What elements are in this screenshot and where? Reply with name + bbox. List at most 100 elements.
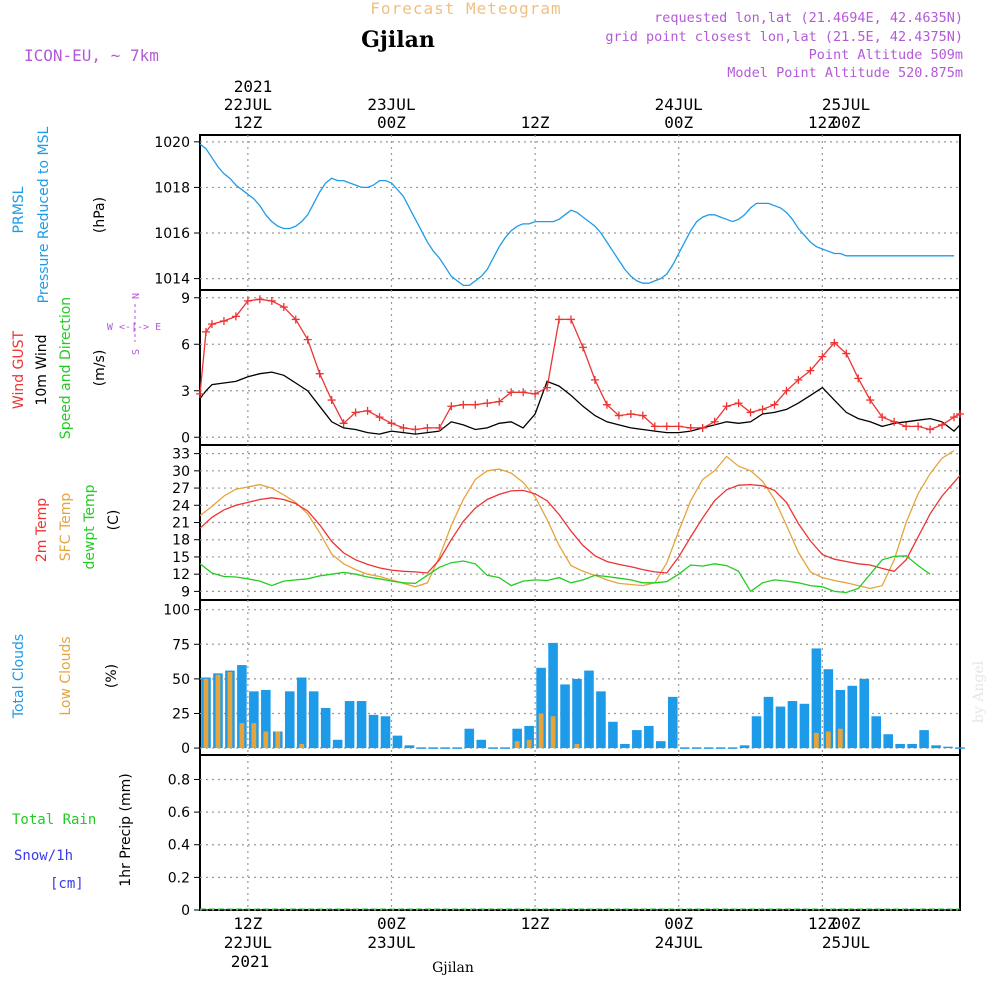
top-year: 2021 [234, 77, 273, 96]
wind-gust-marker [219, 317, 228, 325]
model-label: ICON-EU, ~ 7km [24, 46, 159, 65]
total-cloud-bar [739, 745, 750, 749]
wind-gust-marker [626, 410, 635, 418]
precip-tick-label: 0.2 [168, 870, 190, 886]
top-hour-label: 12Z [808, 113, 837, 132]
total-cloud-bar [249, 691, 259, 749]
bottom-hour-label: 12Z [521, 914, 550, 933]
wind-gust-marker [650, 422, 659, 431]
pressure-tick-label: 1014 [154, 272, 190, 288]
wind-gust-marker [710, 417, 719, 426]
total-cloud-bar [344, 701, 355, 749]
wind-tick-label: 0 [181, 430, 190, 446]
wind-gust-marker [267, 296, 276, 305]
wind-gust-marker [507, 388, 516, 397]
wind-gust-marker [339, 419, 348, 428]
wind-gust-marker [423, 423, 432, 432]
temp-unit: (C) [106, 510, 122, 531]
gridpoint-coords: grid point closest lon,lat (21.5E, 42.43… [605, 29, 963, 45]
clouds-tick-label: 100 [163, 603, 190, 619]
total-cloud-bar [763, 696, 774, 749]
wind-gust-marker [243, 296, 252, 305]
total-cloud-bar [320, 707, 331, 749]
wind-gust-marker [207, 320, 216, 329]
precip-tick-label: 0.6 [168, 805, 190, 821]
bottom-year: 2021 [231, 952, 270, 971]
precip-rain-label: Total Rain [12, 812, 96, 828]
pressure-panel-frame [199, 134, 961, 291]
pressure-tick-label: 1018 [154, 180, 190, 196]
wind-gust-marker [842, 349, 851, 358]
total-cloud-bar [847, 685, 858, 749]
watermark: by Angel [971, 660, 987, 723]
wind-gust-marker [447, 402, 456, 411]
clouds-low-label: Low Clouds [58, 636, 74, 715]
total-cloud-bar [368, 714, 379, 749]
total-cloud-bar [308, 691, 319, 749]
wind-panel-frame [199, 289, 961, 446]
total-cloud-bar [907, 743, 917, 749]
wind-gust-marker [578, 343, 587, 352]
wind-gust-marker [902, 422, 911, 431]
total-cloud-bar [464, 728, 475, 749]
wind-gust-marker [196, 389, 204, 398]
clouds-tick-label: 0 [181, 741, 190, 757]
wind-gust-marker [327, 396, 336, 405]
low-cloud-bar [538, 713, 544, 749]
wind-unit: (m/s) [92, 350, 108, 387]
low-cloud-bar [215, 674, 221, 749]
top-hour-label: 12Z [521, 113, 550, 132]
wind-gust-marker [866, 396, 875, 405]
wind-gust-label: Wind GUST [11, 330, 27, 409]
bottom-hour-label: 00Z [377, 914, 406, 933]
low-cloud-bar [251, 723, 257, 749]
wind-gust-marker [531, 389, 540, 398]
total-cloud-bar [584, 670, 594, 749]
total-cloud-bar [667, 696, 678, 749]
wind-gust-marker [698, 423, 707, 432]
top-date-label: 25JUL [822, 95, 870, 114]
clouds-total-label: Total Clouds [11, 634, 27, 719]
wind-gust-marker [363, 406, 372, 415]
compass-s: S [131, 349, 142, 355]
top-date-label: 23JUL [367, 95, 415, 114]
temp-tick-label: 9 [181, 584, 190, 600]
wind-gust-marker [686, 423, 695, 432]
temp-tick-label: 33 [172, 447, 190, 463]
wind-tick-label: 3 [181, 384, 190, 400]
low-cloud-bar [299, 743, 305, 749]
wind-gust-marker [315, 369, 324, 378]
wind-gust-marker [255, 295, 264, 304]
wind-tick-label: 9 [181, 291, 190, 307]
low-cloud-bar [825, 731, 831, 749]
total-cloud-bar [548, 642, 558, 749]
low-cloud-bar [837, 728, 843, 749]
total-cloud-bar [799, 703, 810, 749]
wind-gust-marker [938, 420, 947, 429]
precip-tick-label: 0.8 [168, 772, 190, 788]
bottom-hour-label: 12Z [808, 914, 837, 933]
wind-gust-marker [387, 419, 396, 428]
total-cloud-bar [572, 678, 582, 749]
top-hour-label: 00Z [664, 113, 693, 132]
wind-gust-marker [782, 386, 791, 395]
total-cloud-bar [943, 746, 953, 749]
precip-snow-label: Snow/1h [14, 848, 73, 864]
bottom-date-label: 25JUL [822, 933, 870, 952]
low-cloud-bar [263, 731, 269, 749]
compass-n: N [131, 293, 142, 299]
temp-tick-label: 18 [172, 533, 190, 549]
total-cloud-bar [656, 741, 666, 749]
total-cloud-bar [835, 689, 846, 749]
total-cloud-bar [512, 728, 522, 749]
total-cloud-bar [356, 701, 367, 749]
total-cloud-bar [524, 725, 534, 749]
wind-gust-marker [722, 402, 731, 411]
top-hour-label: 00Z [377, 113, 406, 132]
footer-location: Gjilan [432, 960, 474, 976]
wind-gust-line [199, 298, 961, 431]
low-cloud-bar [813, 732, 819, 749]
low-cloud-bar [514, 741, 520, 749]
bottom-date-label: 24JUL [655, 933, 703, 952]
